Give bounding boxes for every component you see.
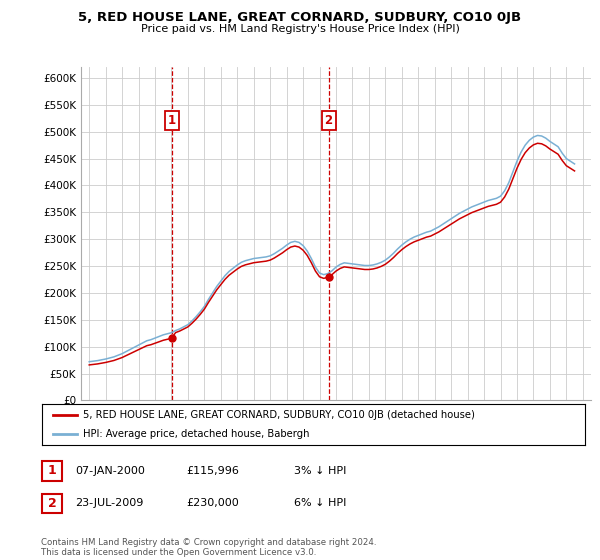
- Text: 1: 1: [168, 114, 176, 128]
- Text: £115,996: £115,996: [186, 466, 239, 476]
- Text: 6% ↓ HPI: 6% ↓ HPI: [294, 498, 346, 508]
- Text: 5, RED HOUSE LANE, GREAT CORNARD, SUDBURY, CO10 0JB: 5, RED HOUSE LANE, GREAT CORNARD, SUDBUR…: [79, 11, 521, 24]
- FancyBboxPatch shape: [42, 461, 62, 480]
- FancyBboxPatch shape: [42, 494, 62, 513]
- Text: 5, RED HOUSE LANE, GREAT CORNARD, SUDBURY, CO10 0JB (detached house): 5, RED HOUSE LANE, GREAT CORNARD, SUDBUR…: [83, 410, 475, 421]
- Text: 1: 1: [48, 464, 56, 478]
- Text: 2: 2: [325, 114, 332, 128]
- Text: 07-JAN-2000: 07-JAN-2000: [75, 466, 145, 476]
- Text: £230,000: £230,000: [186, 498, 239, 508]
- Text: 23-JUL-2009: 23-JUL-2009: [75, 498, 143, 508]
- Text: Contains HM Land Registry data © Crown copyright and database right 2024.
This d: Contains HM Land Registry data © Crown c…: [41, 538, 376, 557]
- Text: 2: 2: [48, 497, 56, 510]
- Text: 3% ↓ HPI: 3% ↓ HPI: [294, 466, 346, 476]
- Text: Price paid vs. HM Land Registry's House Price Index (HPI): Price paid vs. HM Land Registry's House …: [140, 24, 460, 34]
- Text: HPI: Average price, detached house, Babergh: HPI: Average price, detached house, Babe…: [83, 429, 309, 439]
